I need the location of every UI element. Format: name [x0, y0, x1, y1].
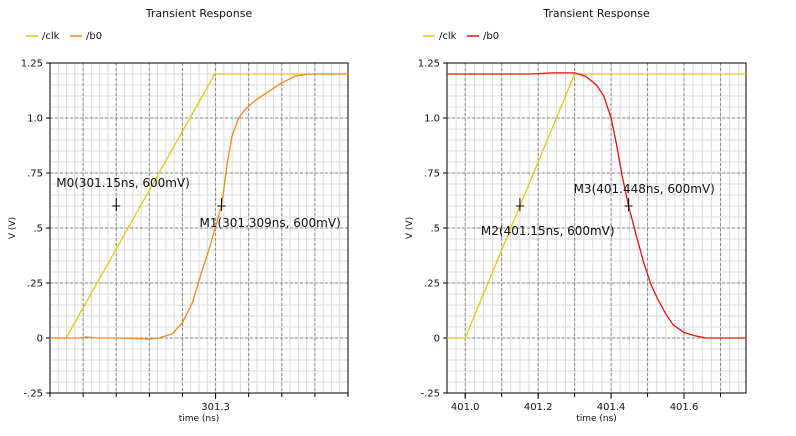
y-tick-label: -.25: [420, 389, 440, 400]
left-transient-plot: Transient Response/clk/b0 1.25 1.0 .75 .5 .25…: [8, 7, 349, 424]
x-tick-label: 401.2: [524, 402, 553, 413]
right-transient-plot: Transient Response/clk/b0 1.25 1.0 .75 .5 .25…: [405, 7, 747, 424]
series-line-b0: [447, 72, 746, 339]
y-tick-label: 1.0: [27, 114, 43, 125]
series-line-b0: [50, 73, 348, 340]
legend-label-b0: /b0: [483, 31, 499, 42]
x-tick-label: 401.4: [597, 402, 626, 413]
legend-label-b0: /b0: [86, 31, 102, 42]
marker-label: M2(401.15ns, 600mV): [481, 224, 615, 238]
legend-label-clk: /clk: [439, 31, 457, 42]
y-tick-label: .75: [424, 169, 440, 180]
x-tick-label: 401.0: [451, 402, 480, 413]
y-tick-label: 0: [434, 334, 440, 345]
chart-title: Transient Response: [145, 7, 253, 20]
y-tick-label: 1.0: [424, 114, 440, 125]
y-axis-title: V (V): [405, 217, 415, 239]
y-tick-label: .75: [27, 169, 43, 180]
marker-label: M0(301.15ns, 600mV): [56, 176, 190, 190]
chart-title: Transient Response: [542, 7, 650, 20]
x-axis-title: time (ns): [576, 414, 617, 424]
legend-label-clk: /clk: [42, 31, 60, 42]
x-tick-label: 301.3: [201, 402, 230, 413]
y-tick-label: .5: [430, 224, 440, 235]
grid: [446, 62, 746, 394]
marker-label: M3(401.448ns, 600mV): [574, 182, 715, 196]
y-tick-label: 0: [37, 334, 43, 345]
y-tick-label: -.25: [23, 389, 43, 400]
y-tick-label: 1.25: [418, 59, 440, 70]
y-tick-label: 1.25: [21, 59, 43, 70]
x-tick-label: 401.6: [670, 402, 699, 413]
x-axis-title: time (ns): [179, 414, 220, 424]
y-tick-label: .25: [27, 279, 43, 290]
y-axis-title: V (V): [8, 217, 18, 239]
y-tick-label: .5: [33, 224, 43, 235]
y-tick-label: .25: [424, 279, 440, 290]
marker-label: M1(301.309ns, 600mV): [200, 216, 341, 230]
